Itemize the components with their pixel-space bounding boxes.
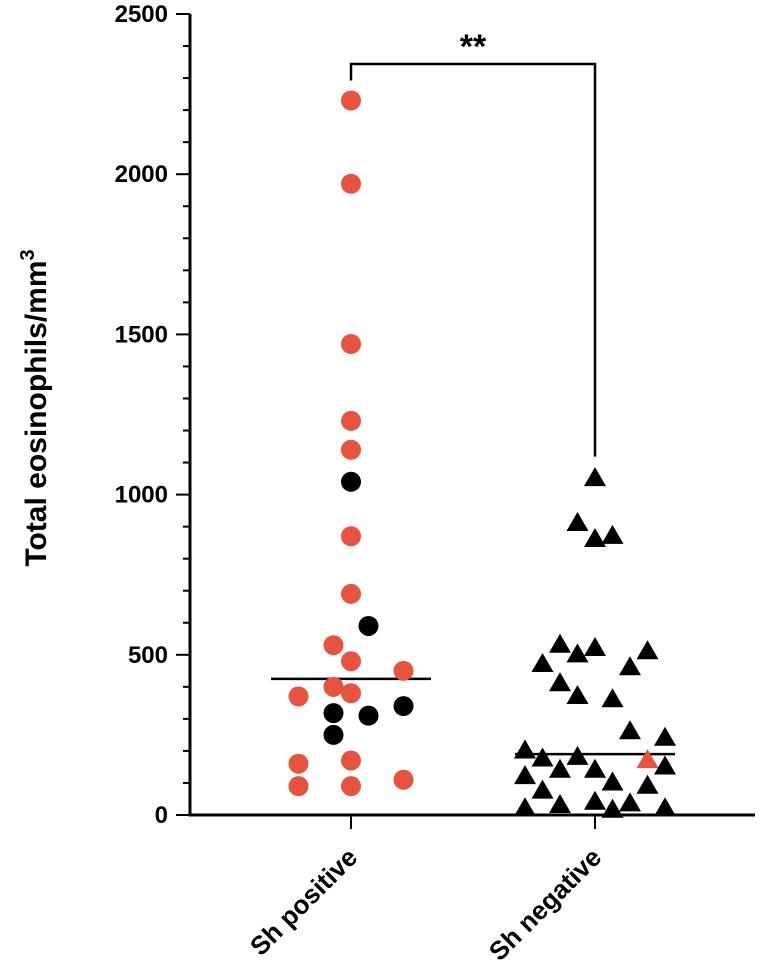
data-point-circle xyxy=(341,173,361,194)
data-point-triangle xyxy=(566,643,589,663)
x-axis xyxy=(188,813,755,829)
y-tick-label: 0 xyxy=(155,802,168,829)
data-point-triangle xyxy=(514,765,536,785)
data-point-triangle xyxy=(566,685,589,705)
data-point-circle xyxy=(341,683,361,704)
data-point-triangle xyxy=(566,745,589,765)
y-tick-label: 1000 xyxy=(115,482,168,509)
data-point-circle xyxy=(358,705,379,726)
data-point-circle xyxy=(288,776,309,797)
data-point-circle xyxy=(341,90,361,111)
data-point-triangle xyxy=(601,771,624,791)
data-point-triangle xyxy=(514,739,536,759)
data-point-triangle xyxy=(531,779,554,799)
data-point-circle xyxy=(323,676,344,697)
data-point-triangle xyxy=(549,793,571,813)
data-point-circle xyxy=(323,635,344,656)
y-axis-label-superscript: 3 xyxy=(17,249,39,260)
data-point-triangle xyxy=(636,774,659,794)
data-point-circle xyxy=(393,769,414,790)
data-point-triangle xyxy=(549,672,571,692)
data-point-triangle xyxy=(584,636,606,656)
data-point-circle xyxy=(341,651,361,672)
y-axis-label: Total eosinophils/mm3 xyxy=(17,249,53,566)
data-point-triangle xyxy=(619,792,641,812)
data-point-triangle xyxy=(619,656,641,676)
data-point-circle xyxy=(341,750,361,771)
data-point-triangle xyxy=(601,688,624,708)
data-point-circle xyxy=(393,660,414,681)
data-point-triangle xyxy=(654,797,676,817)
y-tick-label: 1500 xyxy=(115,321,168,348)
data-point-circle xyxy=(341,439,361,460)
data-point-triangle xyxy=(584,528,606,548)
data-point-circle xyxy=(358,615,379,636)
data-point-triangle xyxy=(654,755,676,775)
category-label: Sh negative xyxy=(483,842,607,962)
data-point-triangle xyxy=(531,653,554,673)
data-point-circle xyxy=(341,410,361,431)
data-point-circle xyxy=(341,334,361,355)
y-axis-label-text: Total eosinophils/mm xyxy=(20,260,53,566)
data-point-circle xyxy=(341,471,361,492)
significance-bracket: ** xyxy=(349,28,597,457)
data-point-triangle xyxy=(566,512,589,532)
data-point-circle xyxy=(341,776,361,797)
significance-label: ** xyxy=(460,28,487,66)
data-point-circle xyxy=(393,696,414,717)
data-point-triangle xyxy=(584,758,606,778)
data-point-triangle xyxy=(619,720,641,740)
category-labels: Sh positive Sh negative xyxy=(244,842,607,962)
y-tick-label: 2500 xyxy=(115,1,168,28)
data-point-circle xyxy=(341,526,361,547)
data-point-triangle xyxy=(531,747,554,767)
data-point-triangle xyxy=(601,798,624,818)
y-tick-label: 500 xyxy=(128,642,168,669)
data-point-triangle xyxy=(654,726,676,746)
category-label: Sh positive xyxy=(244,842,363,961)
data-point-circle xyxy=(323,703,344,724)
data-point-circle xyxy=(288,686,309,707)
data-point-triangle xyxy=(636,640,659,660)
data-points xyxy=(288,90,676,818)
data-point-triangle xyxy=(549,633,571,653)
data-point-circle xyxy=(288,753,309,774)
data-point-triangle xyxy=(514,797,536,817)
data-point-triangle xyxy=(549,758,571,778)
data-point-circle xyxy=(341,583,361,604)
data-point-triangle xyxy=(601,524,624,544)
significance-bracket-line xyxy=(349,62,597,457)
data-point-triangle xyxy=(584,467,606,487)
y-axis: 0 500 1000 1500 2000 2500 xyxy=(115,1,192,829)
data-point-triangle xyxy=(584,790,606,810)
data-point-circle xyxy=(323,724,344,745)
data-point-triangle xyxy=(636,749,659,769)
y-tick-label: 2000 xyxy=(115,161,168,188)
